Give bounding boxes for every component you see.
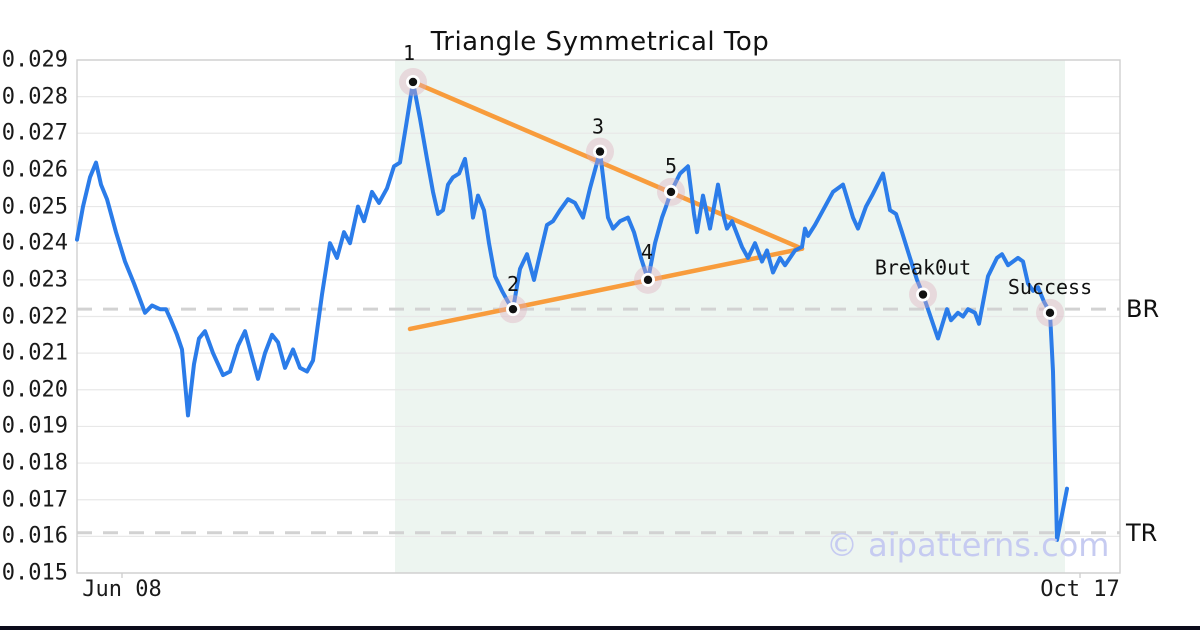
y-tick-label: 0.018 bbox=[1, 450, 68, 476]
point-label-2: 2 bbox=[507, 272, 519, 296]
y-tick-label: 0.023 bbox=[1, 267, 68, 293]
y-tick-label: 0.026 bbox=[1, 157, 68, 183]
y-tick-label: 0.015 bbox=[1, 560, 68, 586]
marker-dot bbox=[643, 275, 653, 285]
price-line bbox=[75, 80, 1069, 542]
trendline-lower bbox=[407, 246, 805, 332]
marker-dot bbox=[1045, 308, 1055, 318]
x-tick-label: Oct 17 bbox=[1040, 577, 1120, 602]
y-tick-label: 0.022 bbox=[1, 304, 68, 329]
marker-dot bbox=[918, 290, 928, 299]
y-tick-label: 0.024 bbox=[1, 230, 68, 256]
y-tick-label: 0.021 bbox=[1, 340, 68, 366]
point-label-3: 3 bbox=[592, 115, 604, 139]
marker-dot bbox=[508, 304, 518, 314]
y-tick-label: 0.029 bbox=[1, 47, 68, 73]
point-label-success: Success bbox=[1008, 275, 1092, 299]
y-tick-label: 0.019 bbox=[1, 413, 68, 439]
marker-dot bbox=[666, 187, 676, 197]
chart-title: Triangle Symmetrical Top bbox=[430, 27, 770, 57]
point-label-4: 4 bbox=[641, 240, 653, 264]
marker-dot bbox=[408, 77, 418, 87]
point-label-5: 5 bbox=[665, 154, 677, 178]
plot-border bbox=[76, 59, 1121, 578]
y-tick-label: 0.017 bbox=[1, 487, 68, 513]
y-tick-label: 0.027 bbox=[1, 120, 68, 146]
y-tick-label: 0.025 bbox=[1, 194, 68, 220]
target-level-label: TR bbox=[1126, 518, 1158, 547]
triangle-trendlines bbox=[407, 79, 805, 332]
point-label-break0ut: Break0ut bbox=[875, 256, 971, 280]
price-series bbox=[75, 80, 1069, 542]
y-tick-label: 0.016 bbox=[1, 523, 68, 549]
y-tick-label: 0.020 bbox=[1, 377, 68, 403]
point-label-1: 1 bbox=[403, 41, 415, 65]
trendline-upper bbox=[410, 79, 805, 251]
breakout-level-label: BR bbox=[1126, 295, 1160, 324]
pattern-point-markers bbox=[399, 67, 1064, 327]
pattern-point-labels: 1 2 3 4 5 Break0ut Success bbox=[403, 41, 1092, 299]
plot-frame bbox=[76, 59, 1121, 574]
x-tick-label: Jun 08 bbox=[82, 577, 162, 602]
marker-dot bbox=[595, 147, 605, 156]
bottom-border-bar bbox=[0, 626, 1200, 630]
y-tick-label: 0.028 bbox=[1, 84, 68, 110]
